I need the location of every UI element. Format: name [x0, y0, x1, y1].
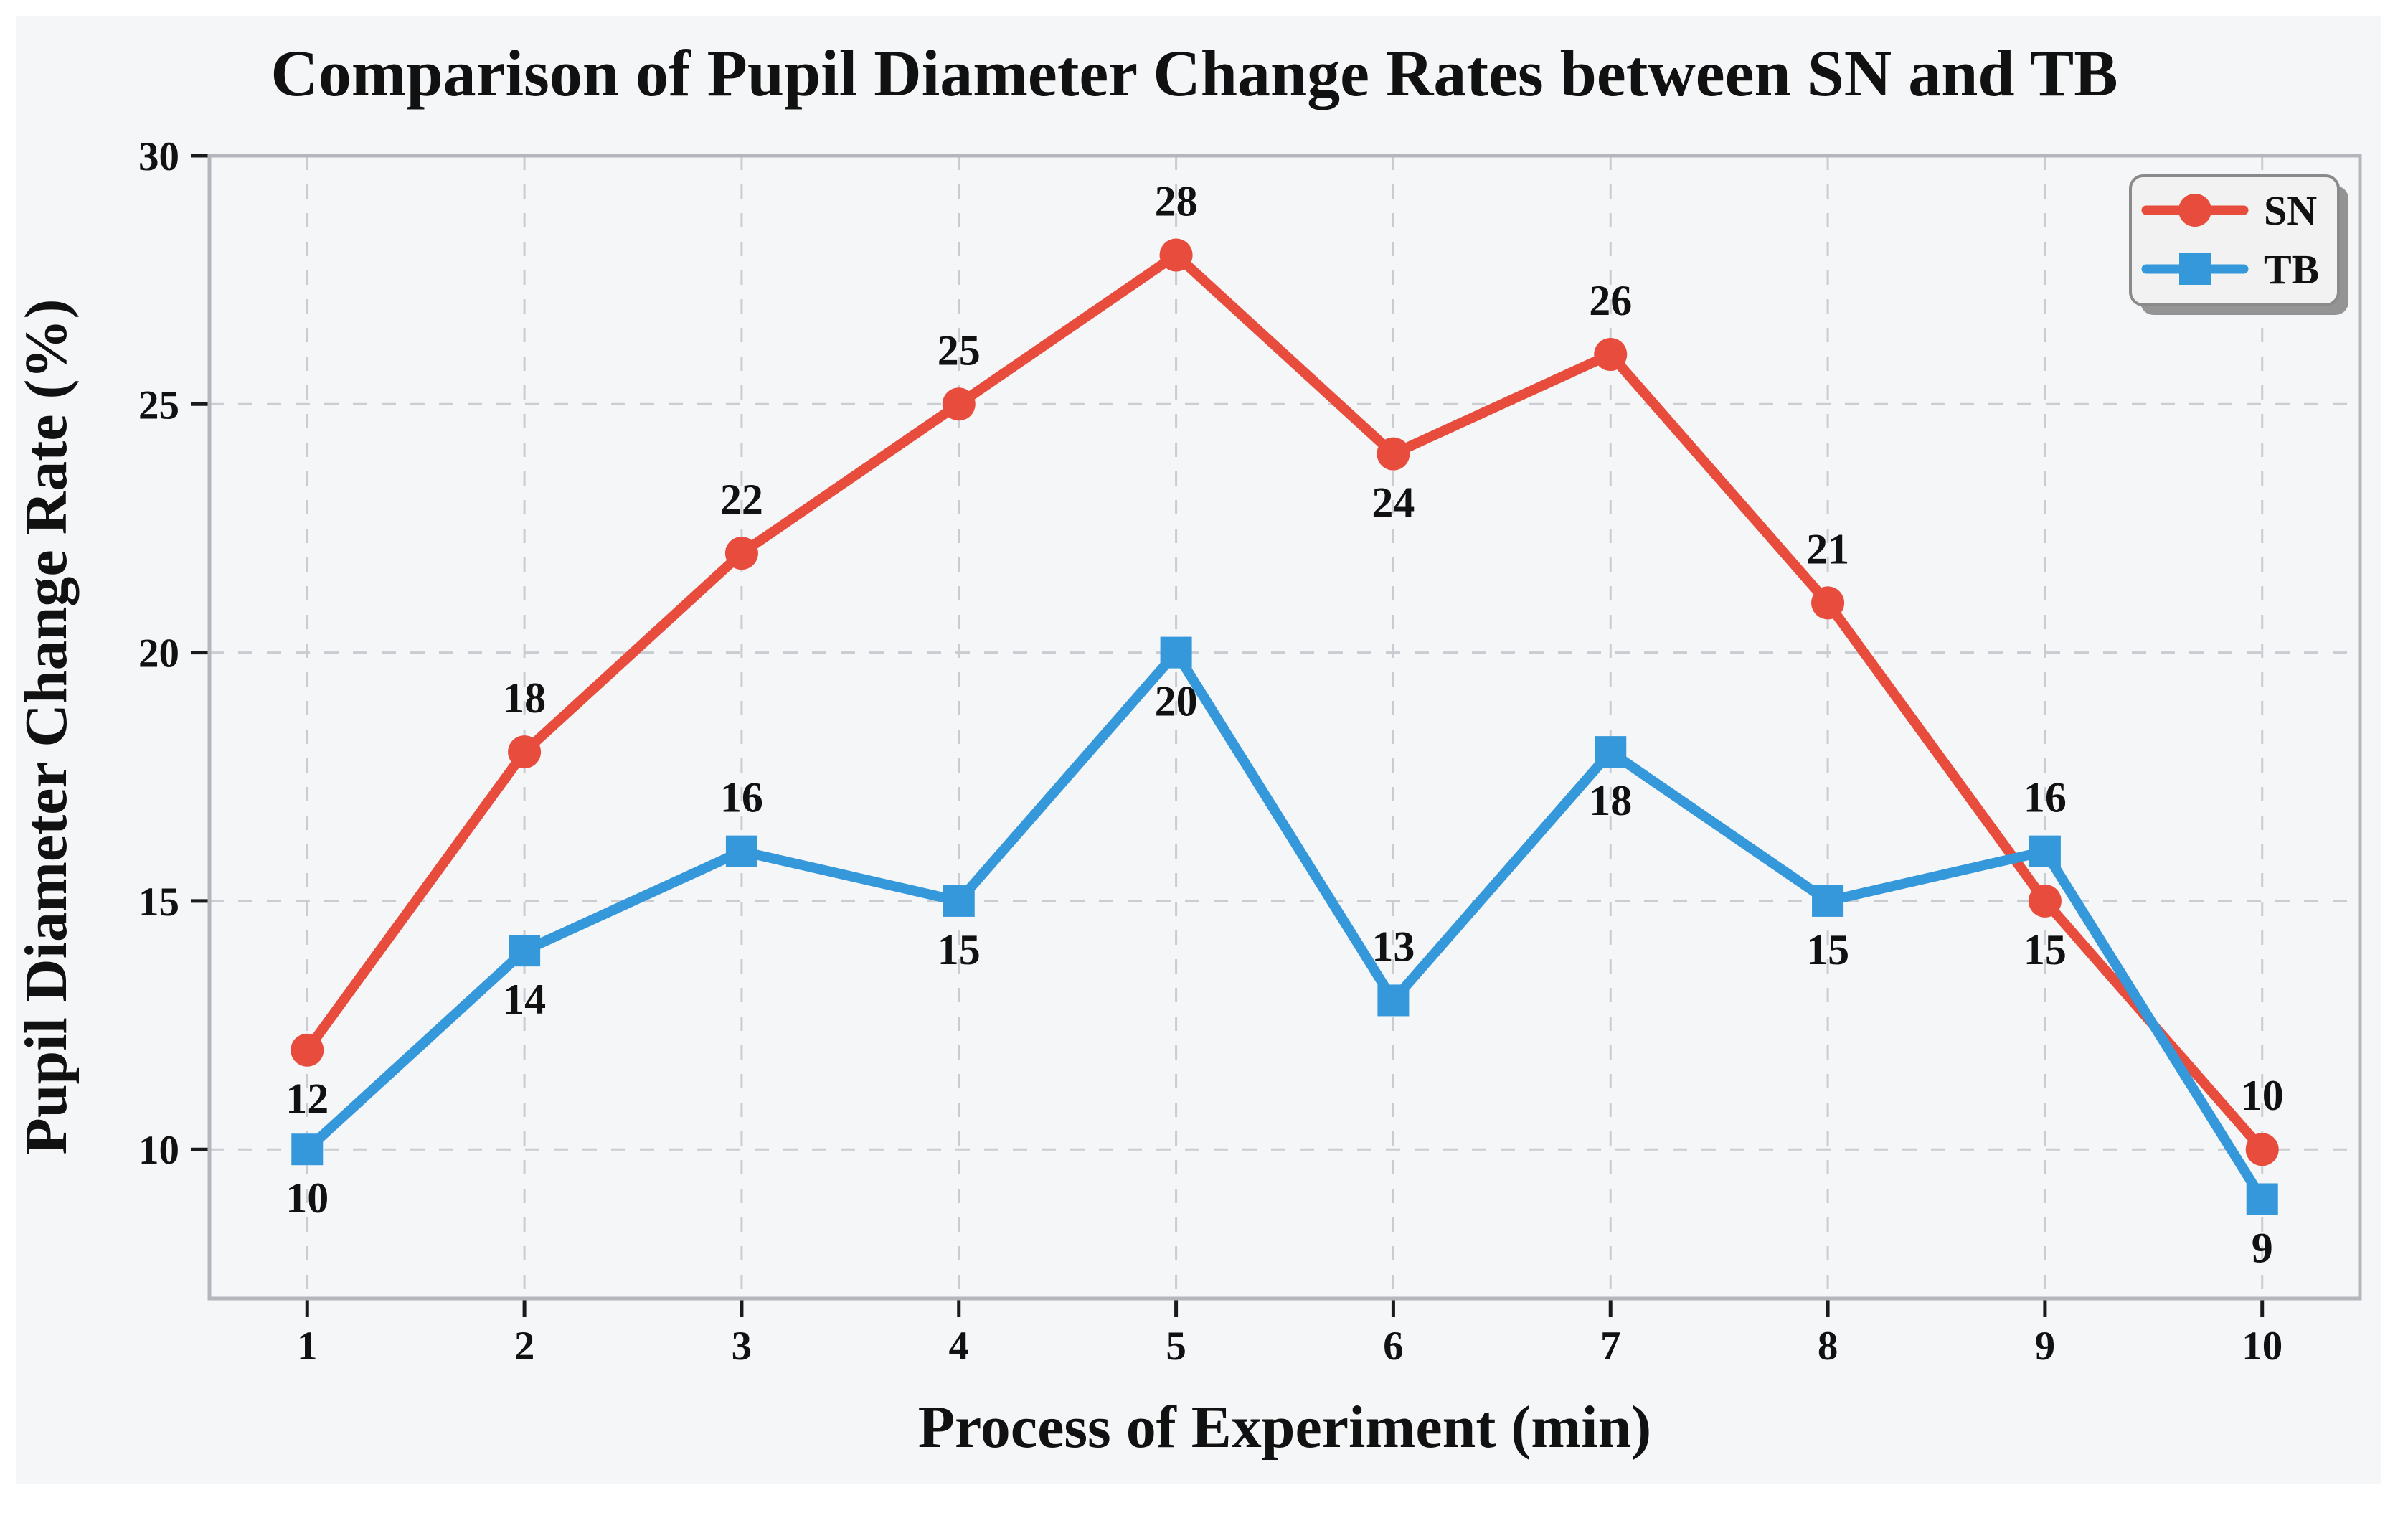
tb-marker-icon — [725, 835, 757, 867]
x-tick-label: 9 — [2035, 1324, 2056, 1369]
sn-marker-icon — [291, 1033, 324, 1067]
axis-ticks — [191, 154, 2265, 1317]
tb-marker-icon — [1812, 885, 1844, 917]
tb-marker-icon — [1595, 736, 1627, 768]
sn-marker-icon — [2028, 884, 2062, 918]
tb-value-label: 10 — [285, 1174, 329, 1222]
x-tick-label: 4 — [949, 1324, 970, 1369]
tb-value-label: 15 — [1806, 926, 1849, 974]
legend-marker-tb-icon — [2179, 253, 2211, 285]
y-tick-label: 10 — [138, 1128, 179, 1173]
y-tick-label: 15 — [138, 880, 179, 925]
x-tick-label: 10 — [2242, 1324, 2282, 1369]
sn-marker-icon — [1377, 437, 1410, 471]
sn-marker-icon — [942, 387, 976, 421]
tb-marker-icon — [291, 1133, 324, 1166]
sn-value-label: 10 — [2241, 1072, 2284, 1119]
legend-marker-sn-icon — [2178, 194, 2211, 227]
sn-marker-icon — [2245, 1133, 2279, 1166]
y-axis-label: Pupil Diameter Change Rate (%) — [13, 299, 80, 1155]
sn-marker-icon — [724, 537, 758, 570]
tb-value-label: 16 — [720, 774, 763, 821]
y-tick-label: 30 — [138, 134, 179, 179]
sn-marker-icon — [1159, 238, 1193, 272]
plot-area — [209, 156, 2360, 1298]
tb-line — [302, 647, 2267, 1205]
tb-marker-icon — [2246, 1183, 2278, 1215]
series-lines — [291, 238, 2279, 1215]
x-tick-label: 3 — [732, 1324, 752, 1369]
legend-item-sn: SN — [2141, 187, 2317, 234]
x-tick-label: 1 — [297, 1324, 318, 1369]
sn-value-label: 18 — [503, 674, 546, 722]
tb-marker-icon — [2029, 835, 2061, 867]
tb-marker-icon — [1160, 636, 1192, 669]
x-tick-label: 8 — [1818, 1324, 1838, 1369]
sn-value-label: 28 — [1155, 178, 1198, 225]
tb-value-label: 15 — [938, 926, 981, 974]
x-axis-label: Process of Experiment (min) — [918, 1394, 1652, 1461]
x-tick-label: 6 — [1383, 1324, 1404, 1369]
tb-marker-icon — [1377, 984, 1410, 1017]
sn-marker-icon — [508, 735, 542, 769]
sn-marker-icon — [1811, 586, 1845, 620]
axes-border — [207, 154, 2362, 1301]
sn-value-label: 26 — [1589, 277, 1632, 324]
x-tick-label: 5 — [1166, 1324, 1186, 1369]
y-tick-label: 25 — [138, 382, 179, 428]
tb-value-label: 14 — [503, 976, 546, 1023]
sn-value-label: 12 — [285, 1075, 329, 1123]
sn-value-label: 15 — [2024, 926, 2067, 974]
chart-title: Comparison of Pupil Diameter Change Rate… — [270, 37, 2117, 110]
data-labels: 12 18 22 25 28 24 26 21 15 10 10 14 16 15 20 13 18 15 16 9 — [285, 178, 2283, 1272]
tb-value-label: 16 — [2024, 774, 2067, 821]
legend-label-tb: TB — [2264, 246, 2319, 293]
sn-value-label: 25 — [938, 326, 981, 374]
x-tick-label: 2 — [514, 1324, 535, 1369]
sn-marker-icon — [1594, 338, 1628, 372]
tb-value-label: 18 — [1589, 777, 1632, 824]
y-tick-label: 20 — [138, 631, 179, 677]
x-tick-label: 7 — [1600, 1324, 1621, 1369]
tb-value-label: 20 — [1155, 678, 1198, 725]
tb-marker-icon — [943, 885, 975, 917]
tb-value-label: 13 — [1371, 923, 1415, 970]
legend-label-sn: SN — [2264, 187, 2317, 234]
tb-value-label: 9 — [2252, 1224, 2273, 1271]
sn-value-label: 24 — [1371, 479, 1415, 527]
sn-value-label: 22 — [720, 476, 763, 523]
sn-line — [302, 250, 2267, 1155]
legend: SN TB — [2129, 174, 2348, 315]
legend-item-tb: TB — [2141, 246, 2319, 293]
sn-value-label: 21 — [1806, 525, 1849, 572]
tb-marker-icon — [509, 935, 541, 967]
